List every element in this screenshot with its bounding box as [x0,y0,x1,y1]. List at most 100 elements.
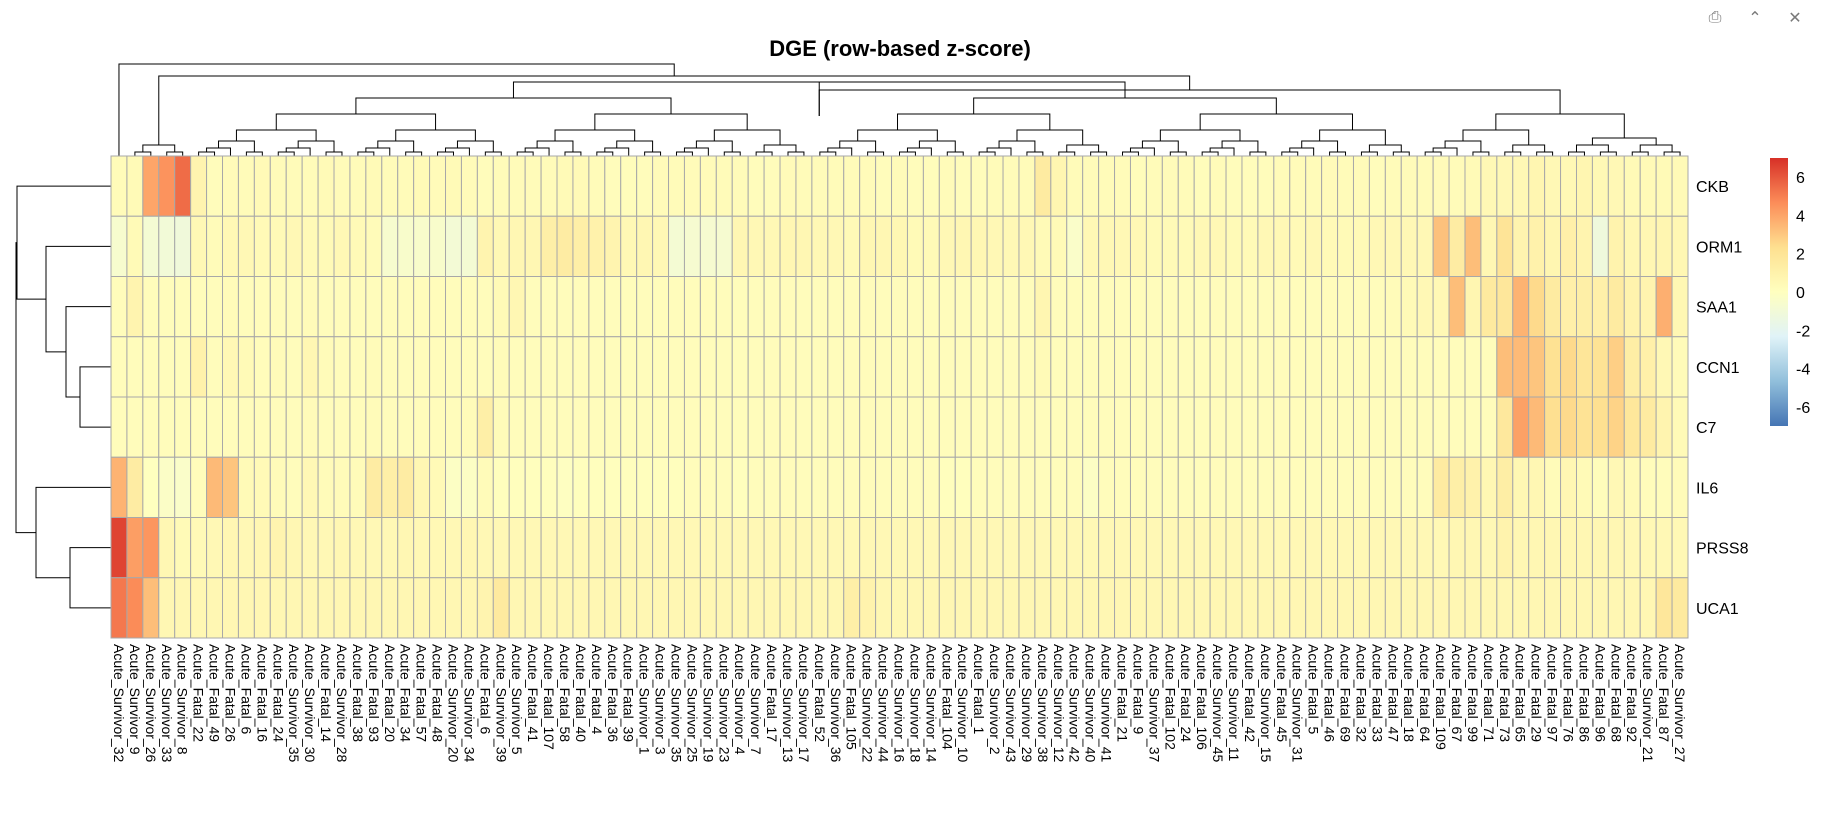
heatmap-cell [142,396,160,458]
heatmap-cell [1050,456,1068,518]
heatmap-cell [1241,456,1259,518]
column-dendrogram-branch [484,151,502,156]
heatmap-cell [429,336,447,398]
column-dendrogram-branch [142,144,176,152]
heatmap-cell [190,577,208,639]
heatmap-cell [1464,456,1482,518]
legend-tick-label: -4 [1796,362,1810,379]
column-label: Acute_Fatal_99 [1465,644,1481,742]
heatmap-cell [620,336,638,398]
heatmap-cell [811,456,829,518]
heatmap-cell [699,456,717,518]
heatmap-cell [1432,396,1450,458]
heatmap-cell [970,577,988,639]
heatmap-cell [1034,215,1052,277]
heatmap-cell [954,215,972,277]
column-dendrogram-branch [1221,140,1259,152]
heatmap-cell [620,155,638,217]
heatmap-cell [1464,577,1482,639]
close-icon[interactable]: ✕ [1788,7,1802,27]
heatmap-cell [1623,215,1641,277]
heatmap-cell [1607,215,1625,277]
heatmap-cell [1512,336,1530,398]
heatmap-cell [875,577,893,639]
heatmap-cell [891,215,908,277]
row-dendrogram-branch [15,242,36,534]
heatmap-cell [747,577,765,639]
heatmap-cell [1368,155,1386,217]
heatmap-cell [906,456,924,518]
heatmap-cell [1241,577,1259,639]
heatmap-cell [811,577,829,639]
heatmap-cell [317,577,335,639]
export-icon[interactable]: ⎙ [1708,7,1722,26]
heatmap-cell [222,276,239,338]
column-label: Acute_Survivor_40 [1083,644,1099,763]
heatmap-cell [1225,276,1243,338]
heatmap-cell [1448,456,1466,518]
column-label: Acute_Survivor_4 [732,644,748,755]
heatmap-cell [429,276,447,338]
heatmap-cell [1448,577,1466,639]
column-label: Acute_Fatal_40 [573,644,589,742]
heatmap-cell [1639,577,1657,639]
heatmap-cell [1082,215,1100,277]
heatmap-cell [1066,396,1084,458]
heatmap-cell [1591,276,1609,338]
heatmap-cell [1161,155,1179,217]
heatmap-cell [1145,336,1163,398]
heatmap-cell [620,215,638,277]
heatmap-cell [1368,276,1386,338]
heatmap-cell [1607,396,1625,458]
heatmap-cell [540,456,558,518]
heatmap-cell [1607,456,1625,518]
row-dendrogram-branch [65,306,111,398]
column-dendrogram-branch [1301,140,1339,152]
heatmap-cell [142,215,160,277]
row-label: ORM1 [1696,239,1742,256]
heatmap-cell [429,517,447,579]
heatmap-cell [859,517,877,579]
heatmap-cell [668,456,685,518]
heatmap-cell [938,396,956,458]
heatmap-cell [652,155,670,217]
heatmap-cell [954,577,972,639]
heatmap-cell [875,456,893,518]
heatmap-cell [763,456,781,518]
heatmap-cell [1145,215,1163,277]
heatmap-cell [1432,155,1450,217]
heatmap-cell [1512,456,1530,518]
heatmap-cell [1161,456,1179,518]
heatmap-cell [1002,336,1020,398]
heatmap-cell [1400,215,1418,277]
column-label: Acute_Fatal_58 [557,644,573,742]
column-label: Acute_Fatal_71 [1481,644,1497,742]
heatmap-cell [397,276,415,338]
heatmap-cell [381,276,399,338]
heatmap-cell [1257,155,1275,217]
heatmap-cell [1432,215,1450,277]
heatmap-cell [1305,396,1323,458]
heatmap-cell [588,577,606,639]
column-dendrogram-branch [235,129,317,141]
heatmap-cell [572,396,590,458]
heatmap-cell [731,215,749,277]
heatmap-cell [1416,276,1434,338]
heatmap-cell [110,517,128,579]
heatmap-cell [1432,577,1450,639]
heatmap-cell [1655,155,1673,217]
heatmap-cell [604,456,622,518]
column-dendrogram-branch [946,151,964,156]
heatmap-cell [365,577,383,639]
heatmap-cell [1512,577,1530,639]
collapse-icon[interactable]: ⌃ [1748,7,1762,27]
heatmap-cell [301,517,319,579]
heatmap-cell [1002,155,1020,217]
column-dendrogram-branch [395,129,476,141]
heatmap-cell [413,577,431,639]
column-dendrogram-branch [616,140,654,152]
heatmap-cell [906,155,924,217]
heatmap-cell [237,577,255,639]
heatmap-cell [349,396,367,458]
heatmap-cell [1416,577,1434,639]
